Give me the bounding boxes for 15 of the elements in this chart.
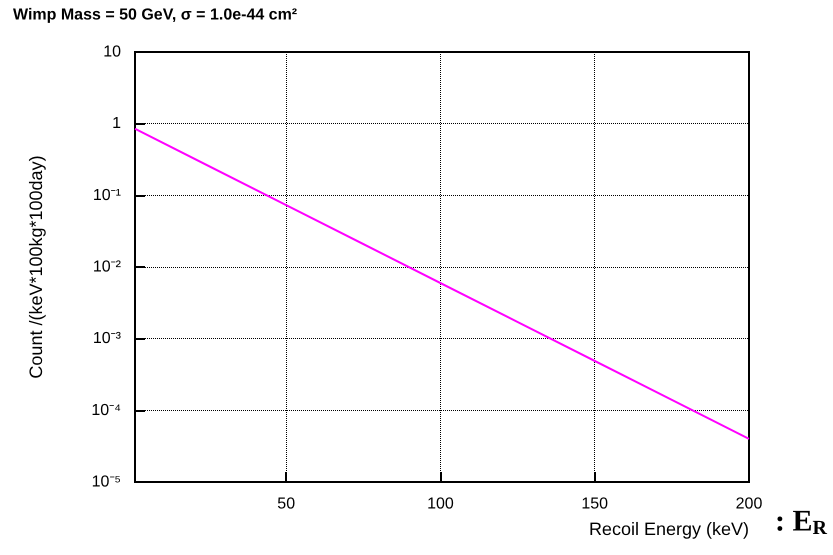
- x-tick-label: 200: [736, 496, 762, 512]
- x-tick-label: 100: [427, 496, 454, 512]
- line-series: [134, 128, 750, 440]
- y-tick-label: 10⁻³: [92, 330, 122, 348]
- y-tick-label: 1: [112, 115, 122, 132]
- y-tick-label: 10⁻⁵: [92, 474, 121, 490]
- y-tick-label: 10⁻¹: [92, 186, 121, 204]
- x-tick-label: 150: [581, 496, 608, 512]
- x-tick-label: 50: [277, 496, 296, 512]
- chart-title: Wimp Mass = 50 GeV, σ = 1.0e-44 cm²: [13, 6, 298, 24]
- x-axis-title: Recoil Energy (keV): [588, 519, 749, 539]
- y-axis-title: Count /(keV*100kg*100day): [26, 155, 46, 379]
- y-tick-label: 10: [103, 44, 122, 60]
- y-tick-label: 10⁻⁴: [91, 402, 122, 419]
- y-tick-label: 10⁻²: [92, 258, 122, 276]
